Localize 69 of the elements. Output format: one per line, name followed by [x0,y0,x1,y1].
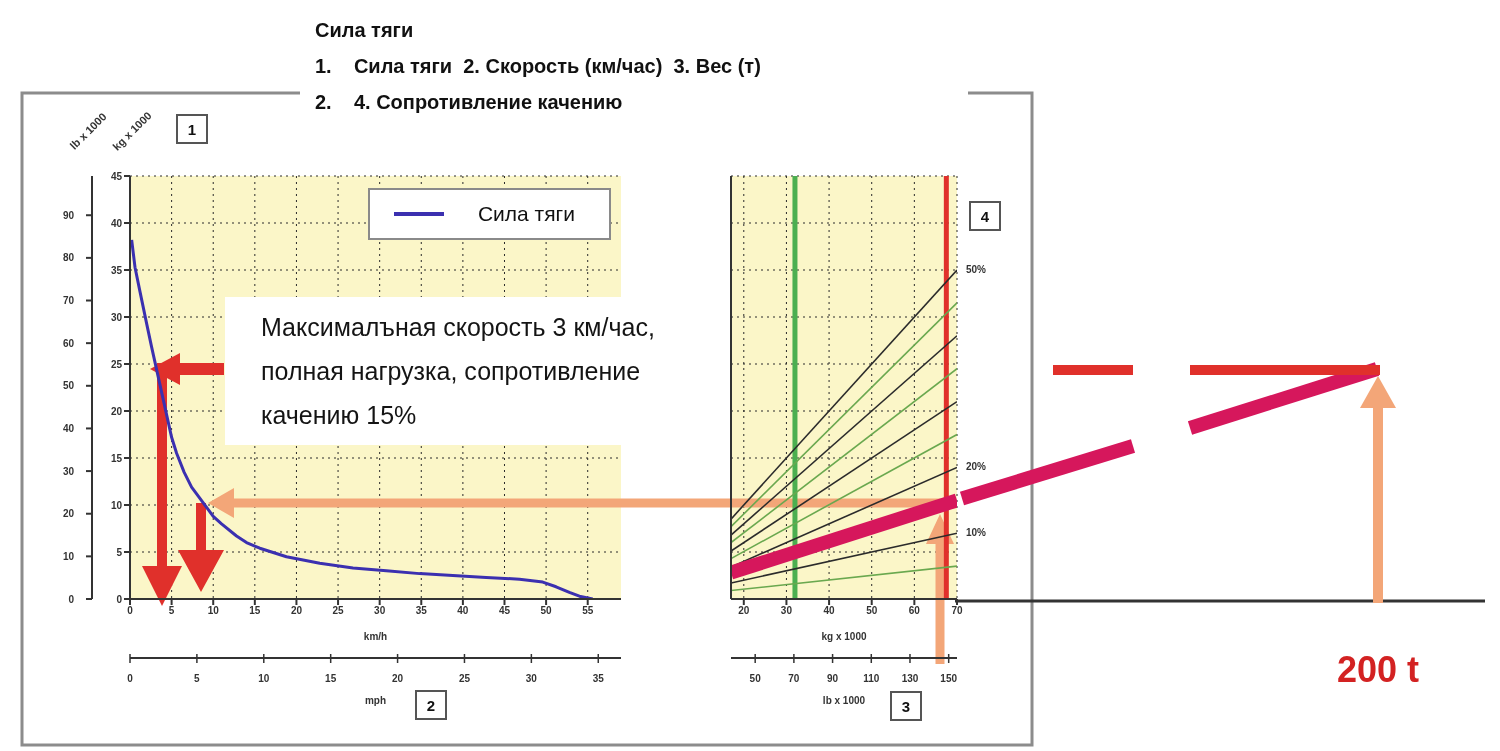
x-tick-label: 20 [290,605,303,617]
y2-tick-label: 20 [62,508,75,520]
y-tick-label: 35 [110,264,123,276]
y2-tick-label: 60 [62,337,75,349]
y2-tick-label: 70 [62,295,75,307]
y2-tick-label: 40 [62,422,75,434]
x2-tick-label: 110 [863,673,880,684]
x2-tick-label: 20 [392,673,404,684]
x2-tick-label: 25 [458,673,471,684]
legend-label: Сила тяги [477,202,575,225]
y-tick-label: 30 [110,311,123,323]
x2-tick-label: 10 [258,673,270,684]
y-tick-label: 40 [110,217,123,229]
x2-tick-label: 15 [325,673,337,684]
series-label: 20% [966,461,987,473]
x2-tick-label: 30 [525,673,538,684]
text: 2. 4. Сопротивление качению [315,91,623,113]
y2-tick-label: 50 [62,380,75,392]
x2-tick-label: 50 [749,673,762,684]
x-tick-label: 35 [415,605,428,617]
text: 2 [426,696,436,714]
x-axis-title: kg x 1000 [821,631,867,642]
x-tick-label: 60 [908,605,921,617]
y-tick-label: 20 [110,405,123,417]
y-tick-label: 15 [110,452,123,464]
x-tick-label: 30 [374,605,386,617]
x2-axis-title: mph [364,695,387,706]
text: 3 [901,697,911,715]
text: 4 [980,207,990,225]
y2-tick-label: 90 [62,209,75,221]
chart-title: Сила тяги [315,19,414,41]
x-tick-label: 20 [738,605,750,617]
x-tick-label: 55 [582,605,594,617]
y2-tick-label: 80 [62,252,75,264]
x2-tick-label: 130 [901,673,919,684]
y-tick-label: 5 [116,546,123,558]
x-tick-label: 50 [540,605,553,617]
x-tick-label: 70 [951,605,963,617]
x-tick-label: 50 [866,605,878,617]
x-tick-label: 15 [249,605,261,617]
y2-tick-label: 30 [62,465,75,477]
x2-tick-label: 0 [127,673,134,684]
text: 1 [187,120,197,138]
y-tick-label: 0 [116,593,123,605]
x-tick-label: 40 [457,605,469,617]
x-tick-label: 0 [127,605,134,617]
y2-tick-label: 0 [68,593,75,605]
x-tick-label: 5 [168,605,175,617]
x2-tick-label: 150 [940,673,958,684]
x-axis-title: km/h [363,631,388,642]
x2-tick-label: 35 [592,673,605,684]
y2-tick-label: 10 [62,550,75,562]
x2-tick-label: 90 [827,673,839,684]
x2-tick-label: 70 [788,673,800,684]
text: 1. Сила тяги 2. Скорость (км/час) 3. Вес (т) [315,55,761,77]
y-tick-label: 10 [110,499,123,511]
text: 200 t [1336,649,1420,690]
series-label: 10% [966,527,987,539]
y-tick-label: 25 [110,358,123,370]
x-tick-label: 25 [332,605,345,617]
series-label: 50% [966,264,987,275]
x2-axis-title: lb x 1000 [822,695,866,706]
x-tick-label: 45 [498,605,511,617]
x2-tick-label: 5 [194,673,201,684]
x-tick-label: 10 [207,605,220,617]
y-tick-label: 45 [110,170,123,182]
x-tick-label: 40 [823,605,836,617]
annotation: Максималъная скорость 3 км/час, полная нагрузка, сопротивление качению 15% [261,313,655,429]
x-tick-label: 30 [780,605,793,617]
